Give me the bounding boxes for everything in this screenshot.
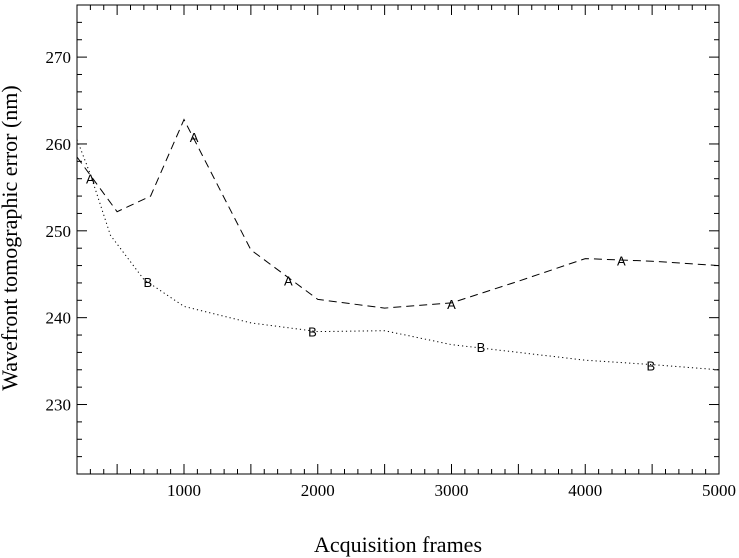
x-tick-label: 5000: [702, 481, 736, 500]
series-marker-label: A: [284, 273, 293, 288]
y-tick-label: 240: [46, 309, 72, 328]
series-marker-label: B: [308, 325, 317, 340]
series-marker-label: A: [190, 130, 199, 145]
y-tick-label: 270: [46, 48, 72, 67]
axis-ticks: [77, 5, 719, 474]
x-tick-label: 3000: [435, 481, 469, 500]
x-tick-label: 1000: [167, 481, 201, 500]
x-tick-label: 2000: [301, 481, 335, 500]
series-a-line: [76, 118, 720, 309]
series-b-line: [76, 139, 720, 371]
series-marker-label: A: [617, 253, 626, 268]
plot-frame: [76, 4, 720, 475]
x-tick-label: 4000: [568, 481, 602, 500]
y-axis-title: Wavefront tomographic error (nm): [0, 85, 22, 391]
series-marker-label: B: [144, 275, 153, 290]
y-tick-label: 260: [46, 135, 72, 154]
series-marker-label: A: [86, 172, 95, 187]
axis-tick-labels: 1000 2000 3000 4000 5000 230 240 250 260 270: [46, 48, 737, 500]
x-axis-title: Acquisition frames: [314, 532, 482, 557]
series-group: A A A A A B B B B: [76, 118, 720, 373]
y-tick-label: 230: [46, 396, 72, 415]
series-marker-label: B: [477, 340, 486, 355]
series-marker-label: A: [447, 297, 456, 312]
series-marker-label: B: [646, 358, 655, 373]
y-tick-label: 250: [46, 222, 72, 241]
